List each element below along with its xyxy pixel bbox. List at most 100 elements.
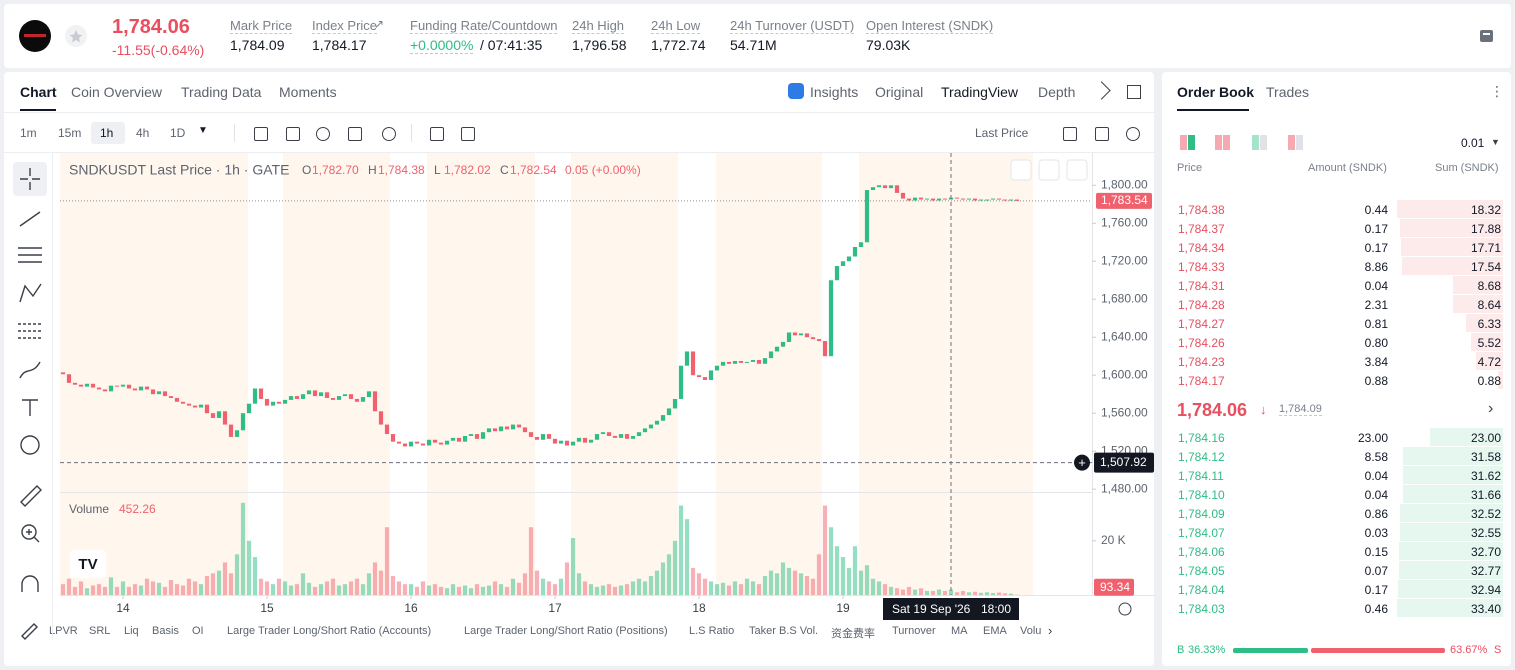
menu-icon: ⋮ — [1490, 83, 1504, 99]
indicator[interactable]: Volu — [1020, 625, 1042, 637]
ohlc-value: 1,782.02 — [444, 163, 491, 177]
ohlc-key: H — [368, 163, 377, 177]
interval[interactable]: 15m — [58, 126, 82, 140]
view-tab[interactable]: Original — [875, 84, 924, 100]
candle-body — [720, 361, 726, 366]
indicator[interactable]: OI — [192, 625, 204, 637]
indicator[interactable]: L.S Ratio — [689, 625, 735, 637]
ob-view-icon[interactable] — [1288, 135, 1295, 150]
ob-more[interactable]: › — [1488, 400, 1494, 417]
interval[interactable]: 4h — [136, 126, 150, 140]
candle-body — [252, 388, 258, 404]
toolbar-icon[interactable] — [286, 127, 300, 141]
interval[interactable]: 1m — [20, 126, 37, 140]
tool-pencil[interactable] — [21, 623, 38, 640]
tool-brush[interactable] — [19, 361, 41, 379]
ob-view-icon[interactable] — [1223, 135, 1230, 150]
volume-bar — [594, 586, 600, 595]
chart-tab[interactable]: Coin Overview — [71, 84, 163, 100]
ob-sum: 32.55 — [1470, 526, 1501, 540]
tool-zoom[interactable] — [21, 524, 37, 540]
candle-body — [114, 385, 120, 387]
ob-view-icon[interactable] — [1260, 135, 1267, 150]
chart-tab[interactable]: Moments — [279, 84, 337, 100]
pane-button[interactable] — [1066, 159, 1088, 181]
volume-bar — [666, 554, 672, 595]
ob-sum: 23.00 — [1470, 431, 1501, 445]
tool-pattern[interactable] — [19, 283, 42, 303]
stat-value: 1,772.74 — [651, 37, 706, 53]
tool-emoji[interactable] — [20, 435, 40, 455]
view-tab[interactable]: Depth — [1038, 84, 1076, 100]
candle-body — [834, 266, 840, 281]
indicator[interactable]: Taker B.S Vol. — [749, 625, 819, 637]
view-tab[interactable]: Insights — [810, 84, 859, 100]
toolbar-icon[interactable] — [382, 127, 396, 141]
x-tick-label: 14 — [116, 601, 130, 615]
depth-bar — [1399, 523, 1503, 541]
precision[interactable]: 0.01 — [1461, 136, 1485, 150]
interval[interactable]: 1h — [100, 126, 114, 140]
tool-crosshair[interactable] — [20, 168, 40, 190]
candle-body — [228, 424, 234, 437]
ob-view-icon[interactable] — [1252, 135, 1259, 150]
settings-icon[interactable] — [1478, 27, 1496, 45]
indicator[interactable]: SRL — [89, 625, 111, 637]
candle-body — [630, 435, 636, 439]
pane-button[interactable] — [1038, 159, 1060, 181]
tool-channel[interactable] — [18, 247, 42, 263]
price-source[interactable]: Last Price — [975, 126, 1029, 140]
indicator[interactable]: Liq — [124, 625, 139, 637]
toolbar-icon[interactable] — [1126, 127, 1140, 141]
view-tab[interactable]: TradingView — [941, 84, 1019, 100]
volume-bar — [636, 578, 642, 595]
ob-price: 1,784.06 — [1178, 545, 1225, 559]
candle-body — [1008, 199, 1014, 201]
window-icon[interactable] — [1127, 85, 1141, 99]
chart-tab[interactable]: Chart — [20, 84, 57, 100]
tool-fib[interactable] — [18, 323, 42, 339]
toolbar-icon[interactable] — [316, 127, 330, 141]
volume-bar — [348, 581, 354, 595]
indicator[interactable]: Turnover — [892, 625, 936, 637]
toolbar-icon[interactable] — [1063, 127, 1077, 141]
ob-tab[interactable]: Trades — [1266, 84, 1310, 100]
tool-text[interactable] — [22, 399, 38, 416]
indicator[interactable]: Basis — [152, 625, 179, 637]
volume-bar — [222, 562, 228, 595]
tool-magnet[interactable] — [21, 575, 39, 592]
indicator[interactable]: Large Trader Long/Short Ratio (Accounts) — [227, 625, 432, 637]
indicator[interactable]: EMA — [983, 625, 1007, 637]
add-order-button[interactable] — [1074, 454, 1090, 471]
toolbar-icon[interactable] — [348, 127, 362, 141]
ratio-key: S — [1494, 644, 1502, 656]
indicator[interactable]: 资金费率 — [831, 628, 875, 640]
indicator[interactable]: LPVR — [49, 625, 78, 637]
ob-view-icon[interactable] — [1296, 135, 1303, 150]
interval[interactable]: 1D — [170, 126, 186, 140]
volume-bar — [756, 584, 762, 595]
chart-tab[interactable]: Trading Data — [181, 84, 262, 100]
volume-bar — [768, 570, 774, 595]
indicator[interactable]: MA — [951, 625, 968, 637]
ob-view-icon[interactable] — [1215, 135, 1222, 150]
link-icon[interactable]: ↗ — [374, 17, 385, 31]
toolbar-icon[interactable] — [254, 127, 268, 141]
depth-bar — [1497, 371, 1503, 389]
indicator[interactable]: Large Trader Long/Short Ratio (Positions… — [464, 625, 668, 637]
ob-view-icon[interactable] — [1180, 135, 1187, 150]
toolbar-icon[interactable] — [1095, 127, 1109, 141]
depth-bar — [1399, 504, 1503, 522]
tool-trendline[interactable] — [19, 211, 41, 227]
volume-bar — [816, 554, 822, 595]
toolbar-icon[interactable] — [430, 127, 444, 141]
chart-settings[interactable] — [1118, 602, 1132, 616]
volume-bar — [138, 585, 144, 595]
ob-tab[interactable]: Order Book — [1177, 84, 1255, 100]
tool-ruler[interactable] — [20, 485, 42, 507]
ob-view-icon[interactable] — [1188, 135, 1195, 150]
pane-button[interactable] — [1010, 159, 1032, 181]
toolbar-icon[interactable] — [461, 127, 475, 141]
interval-active-bg — [91, 122, 125, 144]
tool-crosshair-bg[interactable] — [13, 162, 47, 196]
